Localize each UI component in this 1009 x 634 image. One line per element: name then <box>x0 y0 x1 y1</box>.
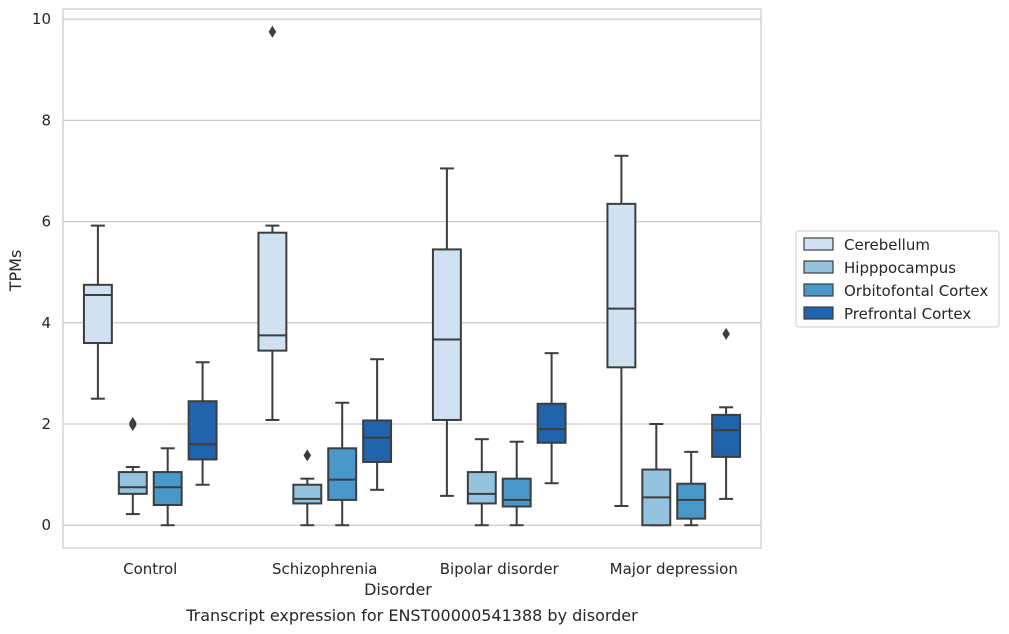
outlier-point <box>129 419 137 432</box>
box-cerebellum <box>431 167 462 497</box>
box-prefrontal-cortex <box>362 358 393 491</box>
box-iqr <box>82 283 113 345</box>
box-iqr <box>362 419 393 463</box>
y-axis-ticks: 0 2 4 6 8 10 <box>32 10 51 534</box>
box-orbitofontal-cortex <box>676 450 707 527</box>
box-iqr <box>327 447 358 501</box>
box-hipppocampus <box>466 438 497 527</box>
x-tick-label: Major depression <box>610 560 738 578</box>
box-iqr <box>711 413 742 458</box>
box-iqr <box>676 482 707 520</box>
box-cerebellum <box>606 154 637 507</box>
legend-label: Orbitofontal Cortex <box>844 282 988 300</box>
box-prefrontal-cortex <box>187 361 218 486</box>
y-tick-label: 6 <box>41 213 51 231</box>
box-cerebellum <box>82 224 113 400</box>
legend-swatch <box>803 237 834 251</box>
box-iqr <box>431 248 462 421</box>
box-orbitofontal-cortex <box>501 440 532 527</box>
outlier-point <box>722 327 730 340</box>
box-iqr <box>501 477 532 508</box>
legend-label: Cerebellum <box>844 236 930 254</box>
y-axis-title: TPMs <box>6 250 25 293</box>
legend-swatch <box>803 306 834 320</box>
outlier-point <box>268 25 277 38</box>
legend: Cerebellum Hipppocampus Orbitofontal Corte… <box>795 230 1000 328</box>
legend-label: Hipppocampus <box>844 259 956 277</box>
box-iqr <box>606 202 637 369</box>
box-iqr <box>466 471 497 505</box>
legend-frame <box>795 230 1000 328</box>
legend-swatch <box>803 260 834 274</box>
y-tick-label: 2 <box>41 415 51 433</box>
box-hipppocampus <box>117 416 148 516</box>
box-iqr <box>292 483 323 505</box>
plot-frame <box>62 8 762 549</box>
x-axis-title: Disorder <box>364 580 432 599</box>
x-tick-label: Bipolar disorder <box>440 560 560 578</box>
x-tick-label: Control <box>123 560 177 578</box>
box-iqr <box>117 471 148 495</box>
x-tick-label: Schizophrenia <box>272 560 377 578</box>
figure-caption: Transcript expression for ENST0000054138… <box>186 606 638 625</box>
x-axis-ticks: Control Schizophrenia Bipolar disorder Majo… <box>123 560 738 578</box>
outlier-point <box>303 449 312 462</box>
box-iqr <box>152 471 183 506</box>
y-tick-label: 10 <box>32 10 51 28</box>
box-iqr <box>536 402 567 444</box>
box-cerebellum <box>257 25 288 421</box>
box-prefrontal-cortex <box>536 352 567 485</box>
y-tick-label: 8 <box>41 111 51 129</box>
box-iqr <box>257 231 288 352</box>
y-tick-label: 0 <box>41 516 51 534</box>
legend-label: Prefrontal Cortex <box>844 305 971 323</box>
legend-swatch <box>803 283 834 297</box>
box-hipppocampus <box>641 423 672 527</box>
box-iqr <box>187 400 218 461</box>
box-orbitofontal-cortex <box>327 401 358 527</box>
box-orbitofontal-cortex <box>152 447 183 527</box>
box-plot-area <box>82 25 742 527</box>
y-tick-label: 4 <box>41 314 51 332</box>
box-prefrontal-cortex <box>711 327 742 500</box>
box-hipppocampus <box>292 449 323 527</box>
